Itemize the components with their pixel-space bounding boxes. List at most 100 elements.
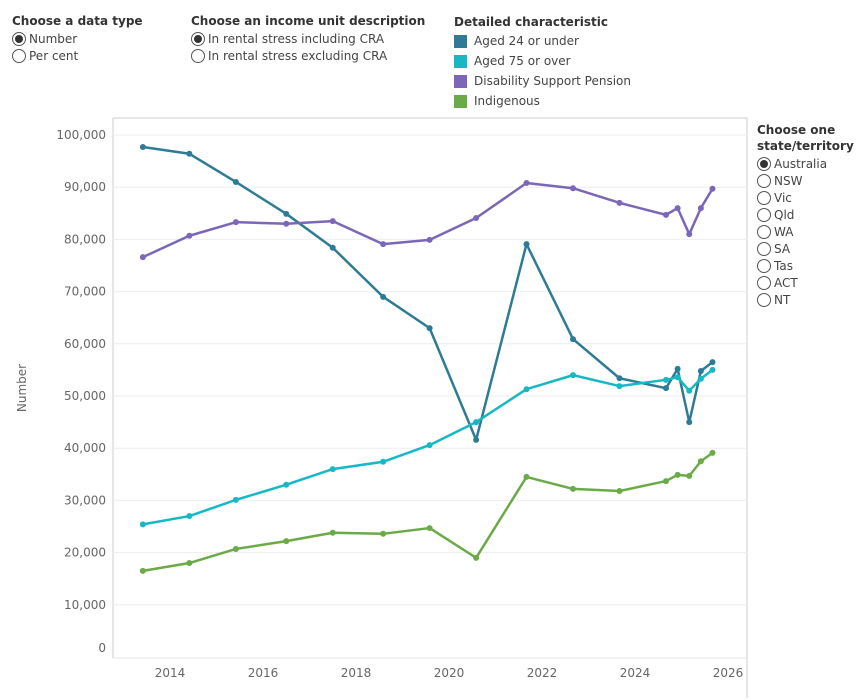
data-point <box>709 359 716 366</box>
data-point <box>663 385 669 392</box>
x-tick-label: 2016 <box>248 666 279 680</box>
data-point <box>329 244 336 251</box>
data-point <box>616 199 623 206</box>
data-point <box>663 376 669 383</box>
data-point <box>283 481 290 488</box>
option-label: Qld <box>774 207 795 222</box>
state-option-australia[interactable]: Australia <box>757 155 854 172</box>
state-option-nt[interactable]: NT <box>757 291 854 308</box>
data-point <box>232 496 239 503</box>
y-tick-label: 90,000 <box>64 180 106 194</box>
state-title: Choose one state/territory <box>757 123 854 153</box>
radio-icon[interactable] <box>757 156 771 171</box>
series-aged-24-or-under <box>139 144 716 443</box>
data-point <box>674 471 681 478</box>
data-type-control: Choose a data type Number Per cent <box>12 14 143 64</box>
radio-icon[interactable] <box>757 241 771 256</box>
radio-icon[interactable] <box>757 190 771 205</box>
state-control: Choose one state/territory Australia NSW Vi… <box>757 122 854 308</box>
y-tick-label: 80,000 <box>64 232 106 246</box>
data-point <box>616 375 623 382</box>
data-point <box>329 218 336 225</box>
data-point <box>523 241 530 248</box>
data-point <box>697 367 704 374</box>
data-point <box>232 545 239 552</box>
data-point <box>686 231 693 238</box>
data-point <box>232 219 239 226</box>
data-point <box>139 254 146 261</box>
legend-item[interactable]: Disability Support Pension <box>454 71 631 91</box>
option-label: SA <box>774 241 791 256</box>
swatch-icon <box>454 94 467 108</box>
y-tick-label: 20,000 <box>64 546 106 560</box>
data-point <box>686 419 693 426</box>
data-point <box>329 466 336 473</box>
legend-item[interactable]: Aged 75 or over <box>454 51 631 71</box>
y-tick-label: 10,000 <box>64 598 106 612</box>
data-type-option-number[interactable]: Number <box>12 30 143 47</box>
option-label: In rental stress excluding CRA <box>208 48 388 63</box>
radio-icon[interactable] <box>191 48 205 63</box>
radio-icon[interactable] <box>757 275 771 290</box>
x-tick-label: 2024 <box>620 666 651 680</box>
data-point <box>616 488 623 495</box>
option-label: NT <box>774 292 791 307</box>
legend-label: Indigenous <box>474 94 540 108</box>
data-point <box>473 436 480 443</box>
radio-icon[interactable] <box>757 224 771 239</box>
state-option-vic[interactable]: Vic <box>757 189 854 206</box>
state-option-qld[interactable]: Qld <box>757 206 854 223</box>
data-point <box>329 529 336 536</box>
data-point <box>283 220 290 227</box>
data-point <box>616 383 623 390</box>
data-point <box>674 365 681 372</box>
state-option-nsw[interactable]: NSW <box>757 172 854 189</box>
data-point <box>380 241 387 248</box>
series-line <box>142 181 714 259</box>
radio-icon[interactable] <box>12 48 26 63</box>
data-point <box>686 472 693 479</box>
income-option-excluding[interactable]: In rental stress excluding CRA <box>191 47 425 64</box>
legend-item[interactable]: Aged 24 or under <box>454 31 631 51</box>
data-point <box>426 236 433 243</box>
state-option-sa[interactable]: SA <box>757 240 854 257</box>
data-point <box>139 521 146 528</box>
data-point <box>426 442 433 449</box>
data-point <box>473 214 480 221</box>
income-option-including[interactable]: In rental stress including CRA <box>191 30 425 47</box>
data-point <box>426 325 433 332</box>
radio-icon[interactable] <box>757 292 771 307</box>
radio-selected-icon[interactable] <box>12 31 26 46</box>
data-point <box>283 210 290 217</box>
option-label: Tas <box>774 258 793 273</box>
data-point <box>426 525 433 532</box>
legend-title: Detailed characteristic <box>454 15 608 29</box>
radio-icon[interactable] <box>757 258 771 273</box>
x-tick-label: 2020 <box>434 666 465 680</box>
series-indigenous <box>139 449 716 574</box>
data-point <box>709 449 716 456</box>
state-option-act[interactable]: ACT <box>757 274 854 291</box>
legend: Detailed characteristic Aged 24 or under… <box>454 15 631 111</box>
data-point <box>186 560 193 567</box>
data-point <box>709 185 716 192</box>
data-type-option-percent[interactable]: Per cent <box>12 47 143 64</box>
state-option-tas[interactable]: Tas <box>757 257 854 274</box>
radio-icon[interactable] <box>757 173 771 188</box>
radio-selected-icon[interactable] <box>191 31 205 46</box>
state-option-wa[interactable]: WA <box>757 223 854 240</box>
y-tick-label: 100,000 <box>56 128 106 142</box>
data-point <box>674 205 681 212</box>
series-line <box>142 368 714 526</box>
radio-icon[interactable] <box>757 207 771 222</box>
legend-item[interactable]: Indigenous <box>454 91 631 111</box>
data-point <box>186 232 193 239</box>
data-point <box>139 144 146 151</box>
y-tick-label: 30,000 <box>64 493 106 507</box>
line-chart: 0 10,000 20,000 30,000 40,000 50,000 60,000 70,… <box>15 117 748 698</box>
data-point <box>570 185 576 192</box>
data-point <box>686 387 693 394</box>
data-point <box>663 211 669 218</box>
data-point <box>523 180 530 187</box>
income-unit-title: Choose an income unit description <box>191 14 426 28</box>
